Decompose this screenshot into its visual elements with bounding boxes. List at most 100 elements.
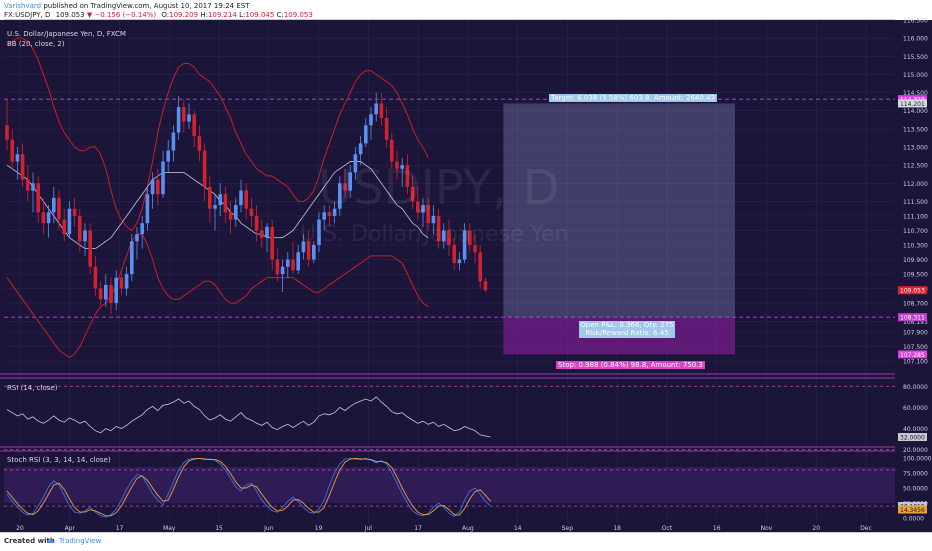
candle-body <box>176 107 181 133</box>
time-tick: Nov <box>761 525 773 532</box>
candle-body <box>442 230 446 242</box>
candle-body <box>478 252 482 282</box>
time-tick: 17 <box>116 525 124 532</box>
candle-body <box>62 219 66 235</box>
candle-body <box>358 143 363 155</box>
rsi-tick: 80.0000 <box>903 384 928 391</box>
symbol-label: FX:USDJPY, D <box>4 11 51 19</box>
ohlc-open: O:109.209 <box>161 11 199 19</box>
rsi-label-bg <box>898 433 927 442</box>
price-tick: 115.500 <box>903 54 928 61</box>
candle-body <box>83 230 87 242</box>
candle-body <box>187 114 191 122</box>
candle-body <box>150 179 155 195</box>
candle-body <box>93 266 98 289</box>
stoch-label: 14.3456 <box>900 507 925 514</box>
bb-lower-band <box>6 233 429 359</box>
bb-basis <box>6 161 429 250</box>
bb-label[interactable]: BB (20, close, 2) <box>7 40 65 48</box>
candle-body <box>109 284 113 304</box>
time-tick: Jul <box>364 525 373 532</box>
candle-body <box>46 212 51 224</box>
candle-body <box>426 205 430 224</box>
candle-body <box>452 244 456 264</box>
candle-body <box>369 114 373 126</box>
price-tick: 107.900 <box>903 330 928 337</box>
rsi-tick: 20.0000 <box>903 447 928 454</box>
publish-line: Varishvard published on TradingView.com,… <box>4 2 249 10</box>
price-tick: 107.500 <box>903 344 928 351</box>
candle-body <box>317 219 321 245</box>
candle-body <box>202 150 207 187</box>
candle-body <box>353 154 358 173</box>
main-title: U.S. Dollar/Japanese Yen, D, FXCM <box>7 30 126 38</box>
tradingview-cloud-icon: ☁ <box>46 536 55 546</box>
price-label-bg <box>898 313 927 322</box>
candle-body <box>36 183 40 213</box>
candle-body <box>312 244 316 260</box>
price-tick: 113.000 <box>903 145 928 152</box>
price-tick: 116.000 <box>903 36 928 43</box>
candle-body <box>57 197 61 220</box>
price-tick: 111.500 <box>903 199 928 206</box>
rsi-line <box>6 396 491 438</box>
candle-body <box>260 230 264 238</box>
price-tick: 114.500 <box>903 90 928 97</box>
price-tick: 113.500 <box>903 126 928 133</box>
price-tick: 109.900 <box>903 257 928 264</box>
candle-body <box>67 208 72 235</box>
quote-line: FX:USDJPY, D 109.053 ▼ −0.156 (−0.14%) O… <box>4 11 313 19</box>
candle-body <box>156 179 160 195</box>
rsi-label[interactable]: RSI (14, close) <box>7 384 58 392</box>
price-tick: 116.500 <box>903 18 928 25</box>
candle-body <box>88 230 92 267</box>
target-zone <box>503 103 735 318</box>
price-tick: 110.300 <box>903 242 928 249</box>
candle-body <box>286 259 290 267</box>
time-tick: 18 <box>613 525 621 532</box>
open-pnl-label: Open P&L: 0.366, Qty: 275 Risk/Reward Ra… <box>579 321 675 338</box>
candle-body <box>447 230 451 245</box>
rsi-label: 32.0000 <box>900 434 925 441</box>
stoch-label[interactable]: Stoch RSI (3, 3, 14, 14, close) <box>7 456 111 464</box>
stoch-tick: 75.0000 <box>903 470 928 477</box>
ohlc-high: H:109.214 <box>200 11 237 19</box>
price-tick: 112.000 <box>903 181 928 188</box>
time-tick: 17 <box>414 525 422 532</box>
candle-body <box>182 107 186 122</box>
candle-body <box>275 259 280 275</box>
price-tick: 112.500 <box>903 163 928 170</box>
candle-body <box>130 241 134 275</box>
candle-body <box>280 266 285 275</box>
author-link[interactable]: Varishvard <box>4 2 42 10</box>
price-tick: 109.500 <box>903 272 928 279</box>
stoch-label-bg <box>898 505 927 514</box>
price-label-bg <box>898 286 927 295</box>
time-tick: 19 <box>315 525 323 532</box>
price-tick: 115.000 <box>903 72 928 79</box>
candle-body <box>114 277 118 304</box>
candle-body <box>384 117 389 140</box>
candle-body <box>410 186 415 202</box>
price-tick: 114.000 <box>903 108 928 115</box>
candle-body <box>228 212 233 220</box>
candle-body <box>322 212 326 220</box>
candle-body <box>338 183 342 209</box>
candle-body <box>436 215 441 242</box>
candle-body <box>374 103 378 115</box>
candle-body <box>400 165 404 169</box>
tradingview-logo[interactable]: TradingView <box>59 537 102 545</box>
candle-body <box>72 208 77 216</box>
candle-body <box>291 259 295 271</box>
time-tick: Oct <box>662 525 673 532</box>
change-value: −0.156 (−0.14%) <box>94 11 157 19</box>
candle-body <box>161 161 165 195</box>
time-tick: Jun <box>263 525 274 532</box>
candle-body <box>457 259 462 264</box>
time-tick: May <box>163 525 176 532</box>
candle-body <box>421 205 425 213</box>
time-tick: 20 <box>16 525 24 532</box>
time-axis: 20 Apr 17 May 15 Jun 19 Jul 17 Aug 14 Sep 18 Oct 16 Nov… <box>0 523 932 532</box>
price-axis: 116.500 116.000 115.500 115.000 114.500 114.0… <box>898 18 928 366</box>
footer-bar: Created with ☁ TradingView <box>0 532 932 551</box>
